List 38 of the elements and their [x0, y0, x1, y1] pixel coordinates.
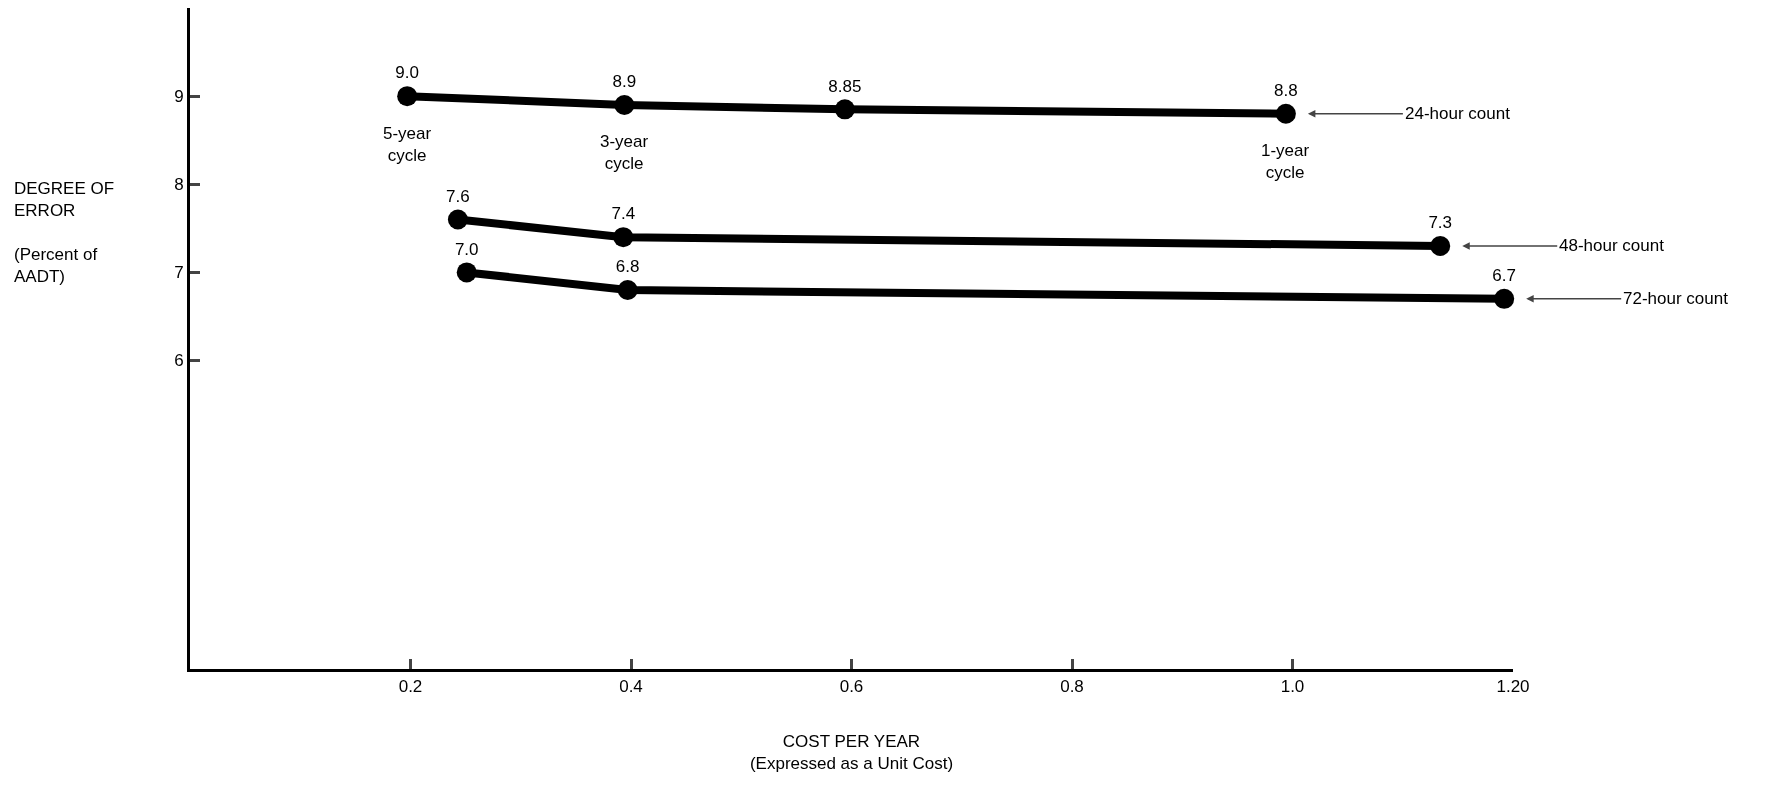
point	[397, 86, 418, 107]
annotation: 1-year cycle	[1261, 141, 1310, 183]
x-tick-label: 0.6	[839, 677, 864, 697]
y-tick-label: 9	[174, 87, 184, 107]
data-label: 9.0	[395, 63, 420, 83]
point	[1430, 235, 1451, 256]
point	[613, 227, 634, 248]
data-label: 8.85	[828, 76, 862, 96]
data-label: 7.6	[446, 186, 470, 206]
text: 72-hour count	[1623, 289, 1729, 308]
x-tick-label: 1.0	[1280, 677, 1305, 697]
text: 24-hour count	[1405, 104, 1511, 123]
point	[456, 262, 477, 283]
y-tick-label: 8	[174, 175, 184, 195]
annotation: 3-year cycle	[600, 132, 649, 174]
data-label: 7.0	[454, 239, 479, 259]
data-label: 8.9	[612, 72, 637, 92]
point	[617, 280, 638, 301]
data-label: 6.7	[1492, 266, 1516, 286]
point	[1494, 288, 1515, 309]
x-tick-label: 0.8	[1060, 677, 1084, 697]
data-label: 8.8	[1274, 81, 1298, 101]
y-tick-label: 7	[174, 263, 184, 283]
x-axis-title: COST PER YEAR (Expressed as a Unit Cost)	[749, 731, 954, 773]
point	[447, 209, 468, 230]
y-tick-label: 6	[174, 351, 184, 371]
point	[614, 94, 635, 115]
text: 48-hour count	[1559, 236, 1665, 255]
x-tick-label: 1.20	[1496, 677, 1530, 697]
x-tick-label: 0.2	[398, 677, 423, 697]
data-label: 6.8	[615, 257, 640, 277]
text: DEGREE OF ERROR (Percent of AADT)	[14, 179, 115, 287]
point	[1275, 103, 1296, 124]
annotation: 5-year cycle	[383, 124, 432, 166]
point	[834, 99, 855, 120]
data-label: 7.4	[611, 204, 636, 224]
x-tick-label: 0.4	[619, 677, 643, 697]
data-label: 7.3	[1428, 213, 1453, 233]
